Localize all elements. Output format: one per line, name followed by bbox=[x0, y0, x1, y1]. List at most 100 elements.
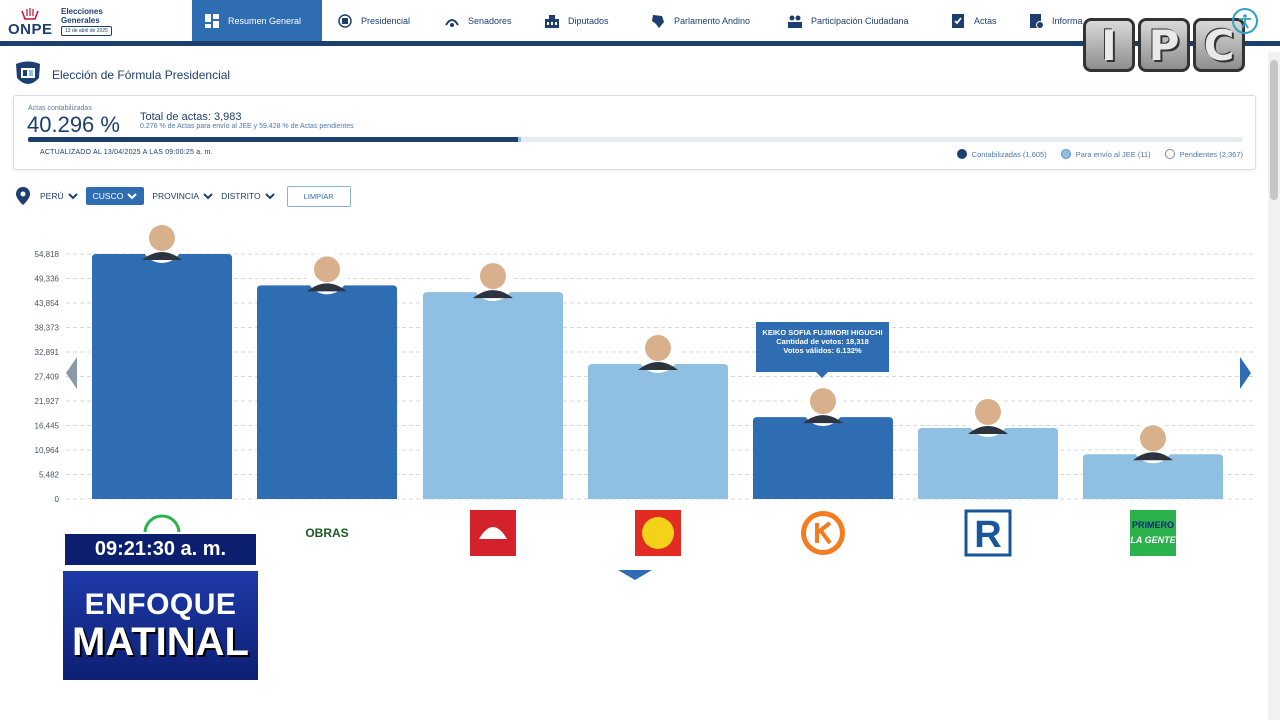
candidate-shoulders-icon bbox=[473, 290, 513, 299]
accessibility-icon[interactable] bbox=[1232, 8, 1258, 34]
bar[interactable] bbox=[423, 292, 563, 499]
bar[interactable] bbox=[588, 364, 728, 499]
tab-senadores[interactable]: Senadores bbox=[432, 0, 524, 41]
candidate-shoulders-icon bbox=[307, 283, 347, 292]
chevron-down-icon[interactable] bbox=[618, 570, 652, 580]
counted-percent: 40.296 % bbox=[27, 112, 120, 137]
tab-informacion[interactable]: Informa bbox=[1016, 0, 1095, 41]
location-pin-icon bbox=[16, 187, 30, 205]
progress-jee bbox=[517, 137, 521, 142]
tab-label: Actas bbox=[974, 15, 997, 26]
candidate-shoulders-icon bbox=[803, 415, 843, 424]
filter-pais[interactable]: PERÚ bbox=[40, 191, 78, 201]
senate-icon bbox=[445, 18, 459, 27]
candidate-tooltip: KEIKO SOFIA FUJIMORI HIGUCHI Cantidad de… bbox=[756, 322, 889, 378]
filter-departamento[interactable]: CUSCO bbox=[85, 187, 145, 205]
helmet-icon bbox=[479, 527, 507, 539]
y-tick-label: 43,854 bbox=[35, 299, 60, 308]
bar[interactable] bbox=[1083, 454, 1223, 499]
bar[interactable] bbox=[918, 427, 1058, 499]
candidate-face-icon bbox=[645, 335, 671, 362]
total-actas: Total de actas: 3,983 bbox=[140, 111, 242, 123]
tab-participacion-ciudadana[interactable]: Participación Ciudadana bbox=[775, 0, 921, 41]
candidate-face-icon bbox=[480, 263, 506, 290]
brand-name: ONPE bbox=[8, 21, 53, 38]
ballot-icon bbox=[21, 8, 39, 20]
map-icon bbox=[652, 14, 664, 28]
bar[interactable] bbox=[92, 254, 232, 499]
onpe-logo[interactable]: ONPE Elecciones Generales 13 de abril de… bbox=[6, 5, 186, 41]
show-title-line1: ENFOQUE bbox=[84, 587, 237, 621]
tab-presidencial[interactable]: Presidencial bbox=[325, 0, 422, 41]
tab-parlamento-andino[interactable]: Parlamento Andino bbox=[638, 0, 762, 41]
chart-prev-arrow-icon[interactable] bbox=[66, 357, 78, 389]
logo-text-line2: LA GENTE bbox=[1130, 535, 1176, 545]
emblem-icon bbox=[338, 13, 352, 28]
clear-filters-button[interactable]: LIMPIAR bbox=[286, 185, 351, 207]
progress-counted bbox=[28, 137, 518, 142]
candidate-shoulders-icon bbox=[968, 425, 1008, 434]
channel-watermark: I P C bbox=[1083, 18, 1247, 72]
tab-actas[interactable]: Actas bbox=[938, 0, 1009, 41]
tab-label: Senadores bbox=[468, 15, 512, 26]
party-logo-r bbox=[964, 509, 1012, 557]
logo-text-line1: PRIMERO bbox=[1132, 520, 1174, 530]
brand-date: 13 de abril de 2025 bbox=[61, 26, 112, 36]
location-filters: PERÚ CUSCO PROVINCIA DISTRITO LIMPIAR bbox=[16, 185, 351, 207]
legend-label: Pendientes (2,367) bbox=[1179, 149, 1243, 159]
sun-icon bbox=[642, 517, 674, 549]
bar[interactable] bbox=[753, 417, 893, 499]
legend-label: Contabilizadas (1,605) bbox=[971, 149, 1047, 159]
page-scrollbar[interactable] bbox=[1268, 52, 1280, 720]
tab-label: Diputados bbox=[568, 15, 609, 26]
info-document-icon bbox=[1030, 13, 1044, 29]
filter-label: CUSCO bbox=[92, 191, 124, 201]
tab-label: Informa bbox=[1052, 15, 1083, 26]
show-logo: ENFOQUE MATINAL bbox=[62, 570, 259, 681]
brand-title: Elecciones Generales bbox=[61, 7, 103, 25]
presidential-results-chart: 0 5,482 10,964 16,445 21,927 27,409 32,891 38,3… bbox=[35, 221, 1255, 557]
filter-provincia[interactable]: PROVINCIA bbox=[152, 191, 213, 201]
chart-next-arrow-icon[interactable] bbox=[1239, 357, 1251, 389]
tab-resumen-general[interactable]: Resumen General bbox=[192, 0, 322, 41]
filter-label: PERÚ bbox=[40, 191, 64, 201]
y-tick-label: 21,927 bbox=[35, 397, 60, 406]
party-logo-obras: OBRAS bbox=[305, 526, 348, 540]
page-title: Elección de Fórmula Presidencial bbox=[52, 68, 231, 82]
scrollbar-thumb[interactable] bbox=[1270, 60, 1278, 200]
filter-distrito[interactable]: DISTRITO bbox=[221, 191, 275, 201]
progress-bar bbox=[28, 137, 1243, 142]
candidate-shoulders-icon bbox=[638, 362, 678, 371]
y-tick-label: 49,336 bbox=[35, 275, 60, 284]
tab-label: Resumen General bbox=[228, 15, 302, 26]
coat-of-arms-icon bbox=[16, 61, 40, 84]
candidate-face-icon bbox=[810, 388, 836, 415]
y-tick-label: 5,482 bbox=[39, 471, 60, 480]
people-icon bbox=[788, 15, 802, 28]
tab-diputados[interactable]: Diputados bbox=[532, 0, 621, 41]
chevron-down-icon bbox=[127, 193, 138, 200]
legend-label: Para envío al JEE (11) bbox=[1075, 149, 1151, 159]
broadcast-clock: 09:21:30 a. m. bbox=[63, 532, 258, 567]
dashboard-icon bbox=[205, 13, 219, 28]
show-title-line2: MATINAL bbox=[72, 619, 249, 664]
updated-timestamp: ACTUALIZADO AL 13/04/2025 A LAS 09:00:25… bbox=[40, 149, 213, 156]
legend-dot bbox=[956, 149, 967, 159]
y-tick-label: 54,818 bbox=[35, 250, 60, 259]
bar[interactable] bbox=[257, 285, 397, 499]
filter-label: PROVINCIA bbox=[152, 191, 200, 201]
tab-label: Participación Ciudadana bbox=[811, 15, 909, 26]
progress-legend: Contabilizadas (1,605) Para envío al JEE… bbox=[956, 149, 1243, 159]
filter-label: DISTRITO bbox=[221, 191, 261, 201]
y-tick-label: 27,409 bbox=[35, 373, 60, 382]
actas-subtext: 0.276 % de Actas para envío al JEE y 59.… bbox=[140, 123, 354, 130]
legend-item-contabilizadas: Contabilizadas (1,605) bbox=[956, 149, 1047, 159]
building-icon bbox=[545, 14, 559, 28]
watermark-letter: I bbox=[1083, 18, 1135, 72]
y-tick-label: 16,445 bbox=[35, 422, 60, 431]
legend-dot bbox=[1164, 149, 1175, 159]
party-logo-primero bbox=[1130, 510, 1176, 556]
tooltip-name: KEIKO SOFIA FUJIMORI HIGUCHI bbox=[762, 328, 883, 337]
counted-label: Actas contabilizadas bbox=[28, 105, 92, 112]
